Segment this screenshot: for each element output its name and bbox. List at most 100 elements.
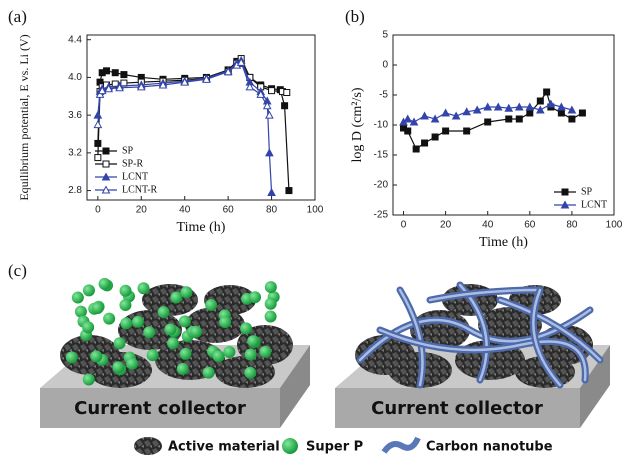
legend-c: Active material Super P Carbon nanotube [134,436,553,455]
point [245,82,255,91]
point [265,110,274,119]
super-p-particle [120,317,133,330]
point [268,87,276,95]
point [94,154,102,162]
nanotube-icon [381,436,421,454]
plot-frame [86,34,316,201]
super-p-particle [178,315,191,328]
super-p-particle [247,335,260,348]
point [514,102,524,111]
point [441,108,450,117]
x-axis-title: Time (h) [479,235,528,250]
x-tick-label: 20 [440,220,452,231]
super-p-particle [119,284,132,297]
illustration [40,277,610,428]
x-tick-label: 60 [524,220,536,231]
point [567,105,577,114]
legend-label: LCNT [581,199,607,210]
nanotube-highlight [498,298,602,362]
active-material-icon [134,437,162,455]
series-line [403,90,583,150]
super-p-particle [90,350,103,363]
super-p-particle [126,357,139,370]
legend-label: SP [581,186,593,197]
y-tick-label: 5 [382,30,388,41]
point [409,117,419,126]
point [472,105,482,114]
nanotube-highlight [428,288,542,302]
super-p-particle [219,316,232,329]
collector-label: Current collector [371,398,543,419]
point [180,77,190,86]
point [515,115,523,123]
super-p-particle [82,284,95,297]
super-p-particle [166,337,179,350]
panel-label: (b) [345,7,365,26]
legend-label: Super P [306,440,363,455]
super-p-particle [180,286,193,299]
point [265,148,274,157]
point [493,102,503,111]
super-p-particle [190,325,203,338]
y-tick-label: -15 [374,150,389,161]
point [546,99,556,108]
y-tick-label: 4.0 [68,72,82,83]
y-tick-label: -20 [374,180,389,191]
super-p-particle [202,366,215,379]
y-tick-label: 3.2 [68,147,82,158]
point [93,120,103,129]
super-p-particle [113,337,126,350]
point [505,115,513,123]
point [202,74,211,83]
point [536,97,544,105]
super-p-particle [65,351,78,364]
y-tick-label: -10 [374,120,389,131]
super-p-particle [179,347,192,360]
point [484,118,492,126]
point [403,114,413,123]
point [103,67,111,75]
legend-marker [102,147,110,155]
super-p-particle [264,297,277,310]
super-p-particle [249,291,262,304]
x-tick-label: 100 [307,205,324,216]
x-tick-label: 40 [482,220,494,231]
point [120,71,128,79]
super-p-particle [157,306,170,319]
point [136,82,146,91]
super-p-particle [146,349,159,362]
point [158,80,168,89]
point [283,89,291,97]
point [543,88,551,96]
legend-label: Carbon nanotube [426,440,553,455]
x-tick-label: 0 [401,220,407,231]
super-p-particle [264,281,277,294]
x-tick-label: 100 [606,220,623,231]
super-p-particle [103,312,116,325]
legend-marker [101,185,111,194]
point [285,187,293,195]
super-p-particle [131,315,144,328]
x-tick-label: 80 [266,205,278,216]
super-p-particle [176,362,189,375]
y-tick-label: 3.6 [68,110,82,121]
point [223,67,233,76]
super-p-particle [119,299,132,312]
x-tick-label: 40 [179,205,191,216]
legend-label: Active material [168,440,280,455]
super-p-particle [71,291,84,304]
super-p-particle [164,323,177,336]
super-p-particle [212,350,225,363]
active-particle [478,307,542,343]
point [111,69,119,77]
nanotube-highlight [398,288,424,387]
super-p-particle [137,282,150,295]
y-tick-label: 0 [382,60,388,71]
super-p-particle [143,326,156,339]
point [262,101,272,110]
panel-label: (c) [8,261,27,280]
collector-front [335,388,580,428]
point [504,103,514,112]
point [420,111,429,120]
point [97,86,107,95]
